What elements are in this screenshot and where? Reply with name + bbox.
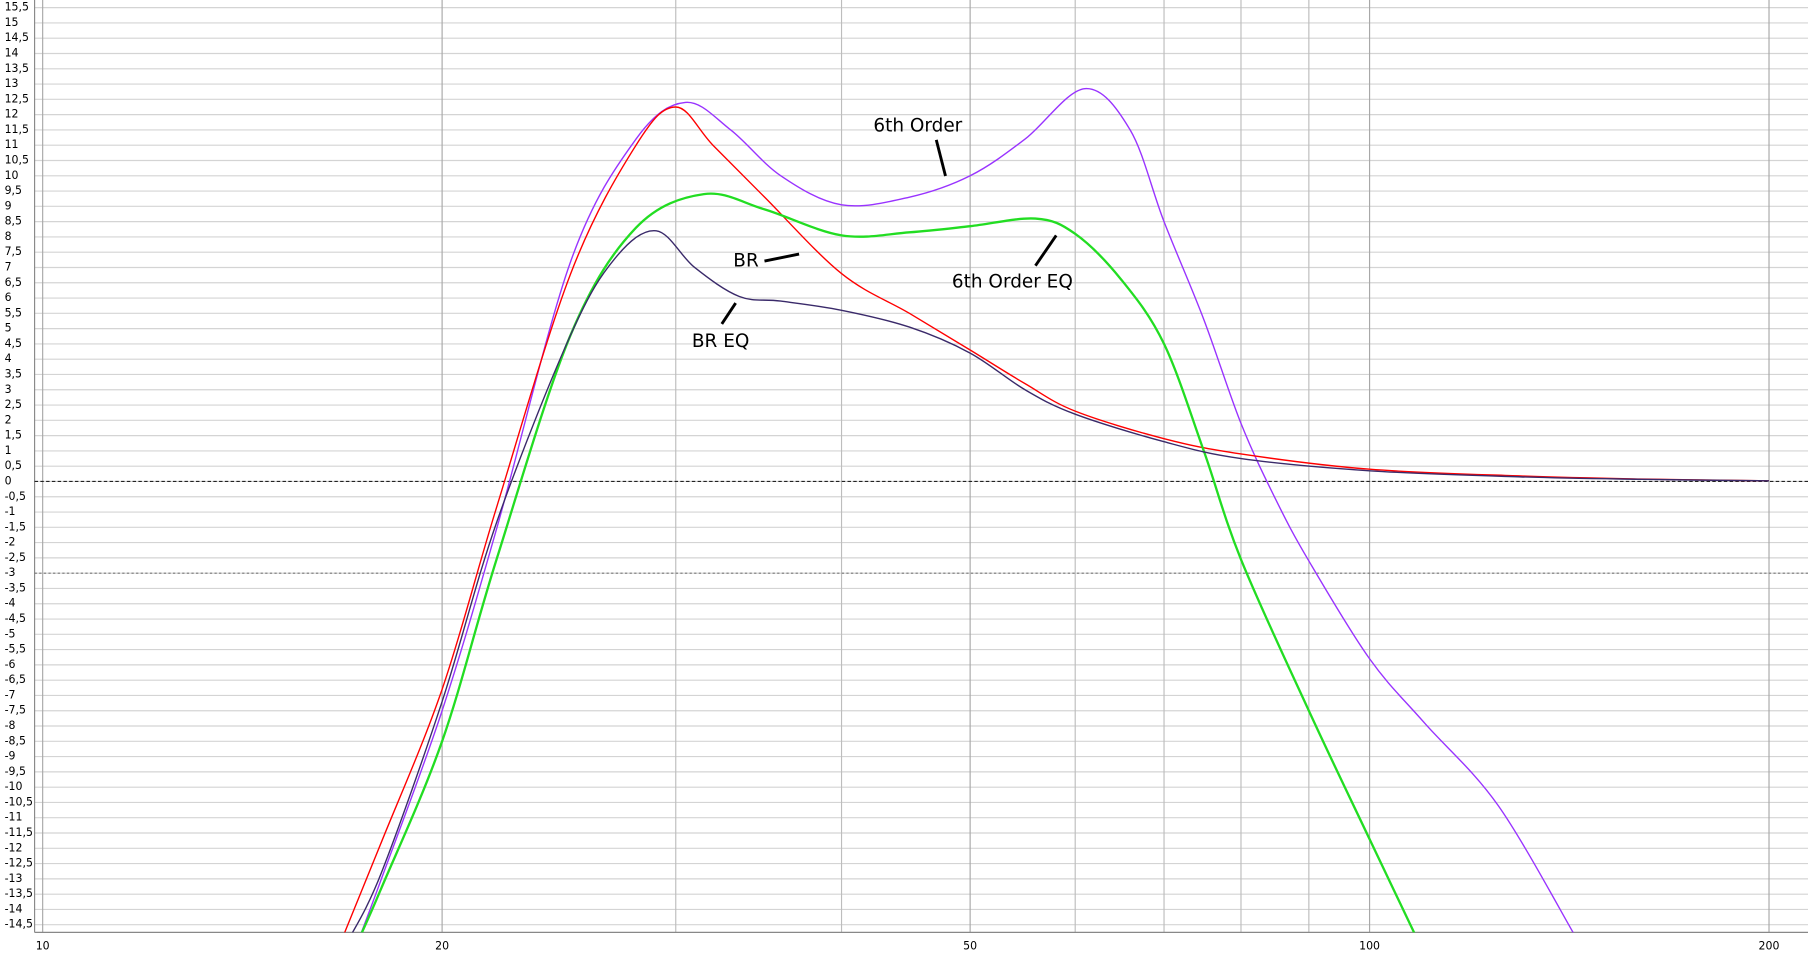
- y-tick-label: -13: [5, 872, 23, 885]
- y-tick-label: 3: [5, 383, 12, 396]
- y-tick-label: -11: [5, 811, 23, 824]
- y-tick-label: -6,5: [5, 673, 26, 686]
- y-tick-label: -1: [5, 505, 16, 518]
- y-tick-label: 7: [5, 260, 12, 273]
- series-label: 6th Order EQ: [952, 271, 1073, 292]
- y-tick-label: 15: [5, 16, 19, 29]
- y-tick-label: -8: [5, 719, 16, 732]
- y-tick-label: -10,5: [5, 795, 33, 808]
- curves: [343, 87, 1770, 933]
- y-tick-label: -3,5: [5, 581, 26, 594]
- y-tick-label: 6,5: [5, 276, 22, 289]
- grid: [34, 0, 1808, 933]
- x-tick-label: 50: [963, 939, 977, 952]
- y-tick-label: 4: [5, 352, 12, 365]
- series-label: BR EQ: [692, 331, 749, 352]
- y-tick-label: -14,5: [5, 918, 33, 931]
- series-line: [351, 230, 1770, 933]
- y-tick-label: -5: [5, 627, 16, 640]
- y-tick-label: 12,5: [5, 92, 29, 105]
- y-tick-label: -3: [5, 566, 16, 579]
- y-tick-label: 4,5: [5, 337, 22, 350]
- y-tick-label: 14,5: [5, 31, 29, 44]
- y-tick-label: 3,5: [5, 367, 22, 380]
- y-tick-label: -12: [5, 841, 23, 854]
- y-tick-label: -5,5: [5, 643, 26, 656]
- y-tick-label: 11,5: [5, 123, 29, 136]
- y-tick-label: 1: [5, 444, 12, 457]
- y-tick-label: 13: [5, 77, 19, 90]
- y-tick-label: 0,5: [5, 459, 22, 472]
- y-tick-label: 8,5: [5, 215, 22, 228]
- y-tick-label: -14: [5, 902, 23, 915]
- y-tick-label: 15,5: [5, 1, 29, 14]
- y-tick-label: -9: [5, 750, 16, 763]
- label-pointer: [720, 302, 737, 325]
- y-tick-label: -13,5: [5, 887, 33, 900]
- label-pointer: [764, 252, 800, 263]
- series-line: [360, 87, 1574, 933]
- x-tick-label: 10: [36, 939, 50, 952]
- y-tick-label: -2: [5, 536, 16, 549]
- y-tick-label: -4: [5, 597, 16, 610]
- label-pointer: [934, 139, 947, 177]
- y-tick-label: -7,5: [5, 704, 26, 717]
- y-tick-label: 13,5: [5, 62, 29, 75]
- x-tick-label: 200: [1759, 939, 1780, 952]
- y-tick-label: 8: [5, 230, 12, 243]
- x-tick-label: 100: [1359, 939, 1380, 952]
- series-line: [360, 192, 1416, 933]
- y-tick-label: -7: [5, 688, 16, 701]
- y-tick-label: -1,5: [5, 520, 26, 533]
- y-tick-label: 9: [5, 199, 12, 212]
- y-tick-label: 2,5: [5, 398, 22, 411]
- x-tick-label: 20: [435, 939, 449, 952]
- y-tick-label: 7,5: [5, 245, 22, 258]
- y-tick-label: 9,5: [5, 184, 22, 197]
- labels: 15,51514,51413,51312,51211,51110,5109,59…: [5, 1, 1780, 953]
- series-label: 6th Order: [873, 115, 962, 136]
- series-label: BR: [733, 251, 759, 272]
- y-tick-label: -11,5: [5, 826, 33, 839]
- y-tick-label: 14: [5, 46, 19, 59]
- label-pointer: [1034, 234, 1058, 267]
- y-tick-label: 6: [5, 291, 12, 304]
- series-line: [343, 106, 1770, 933]
- y-tick-label: 10: [5, 169, 19, 182]
- y-tick-label: 10,5: [5, 153, 29, 166]
- y-tick-label: 5,5: [5, 306, 22, 319]
- y-tick-label: 11: [5, 138, 19, 151]
- y-tick-label: -12,5: [5, 857, 33, 870]
- y-tick-label: -8,5: [5, 734, 26, 747]
- y-tick-label: 0: [5, 474, 12, 487]
- y-tick-label: -0,5: [5, 490, 26, 503]
- y-tick-label: 5: [5, 322, 12, 335]
- y-tick-label: -2,5: [5, 551, 26, 564]
- y-tick-label: -4,5: [5, 612, 26, 625]
- y-tick-label: 1,5: [5, 429, 22, 442]
- y-tick-label: 12: [5, 108, 19, 121]
- y-tick-label: -10: [5, 780, 23, 793]
- y-tick-label: 2: [5, 413, 12, 426]
- y-tick-label: -9,5: [5, 765, 26, 778]
- y-tick-label: -6: [5, 658, 16, 671]
